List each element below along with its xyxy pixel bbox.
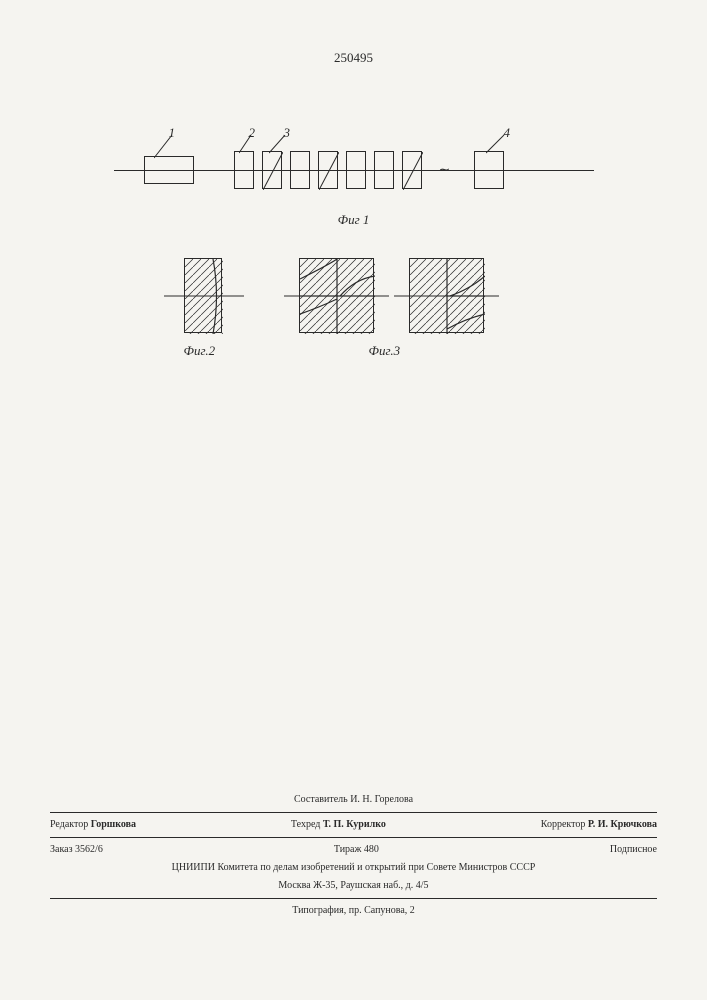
element-2 [234, 151, 254, 189]
element-3 [262, 151, 282, 189]
tech-text: Техред Т. П. Курилко [291, 818, 386, 832]
subscription-text: Подписное [610, 843, 657, 857]
element-8 [402, 151, 422, 189]
footer-divider-1 [50, 812, 657, 813]
tilde-symbol: ∼ [439, 162, 451, 179]
fig2-3-row: Фиг.2 Фиг.3 [144, 248, 564, 378]
corrector-text: Корректор Р. И. Крючкова [541, 818, 657, 832]
footer-order-row: Заказ 3562/6 Тираж 480 Подписное [50, 841, 657, 859]
footer: Составитель И. Н. Горелова Редактор Горш… [50, 791, 657, 920]
element-1 [144, 156, 194, 184]
footer-divider-2 [50, 837, 657, 838]
element-4 [290, 151, 310, 189]
circulation-text: Тираж 480 [334, 843, 379, 857]
element-9 [474, 151, 504, 189]
figure-1: 1 2 3 ∼ [144, 130, 564, 220]
footer-address: Москва Ж-35, Раушская наб., д. 4/5 [50, 877, 657, 895]
order-text: Заказ 3562/6 [50, 843, 103, 857]
figures-container: 1 2 3 ∼ [144, 130, 564, 378]
footer-credits-row: Редактор Горшкова Техред Т. П. Курилко К… [50, 816, 657, 834]
footer-author: Составитель И. Н. Горелова [50, 791, 657, 809]
element-5 [318, 151, 338, 189]
page-number: 250495 [334, 50, 373, 66]
element-7 [374, 151, 394, 189]
fig3-label: Фиг.3 [369, 343, 401, 359]
element-6 [346, 151, 366, 189]
editor-text: Редактор Горшкова [50, 818, 136, 832]
fig2-label: Фиг.2 [184, 343, 216, 359]
footer-org: ЦНИИПИ Комитета по делам изобретений и о… [50, 859, 657, 877]
footer-typography: Типография, пр. Сапунова, 2 [50, 902, 657, 920]
footer-divider-3 [50, 898, 657, 899]
